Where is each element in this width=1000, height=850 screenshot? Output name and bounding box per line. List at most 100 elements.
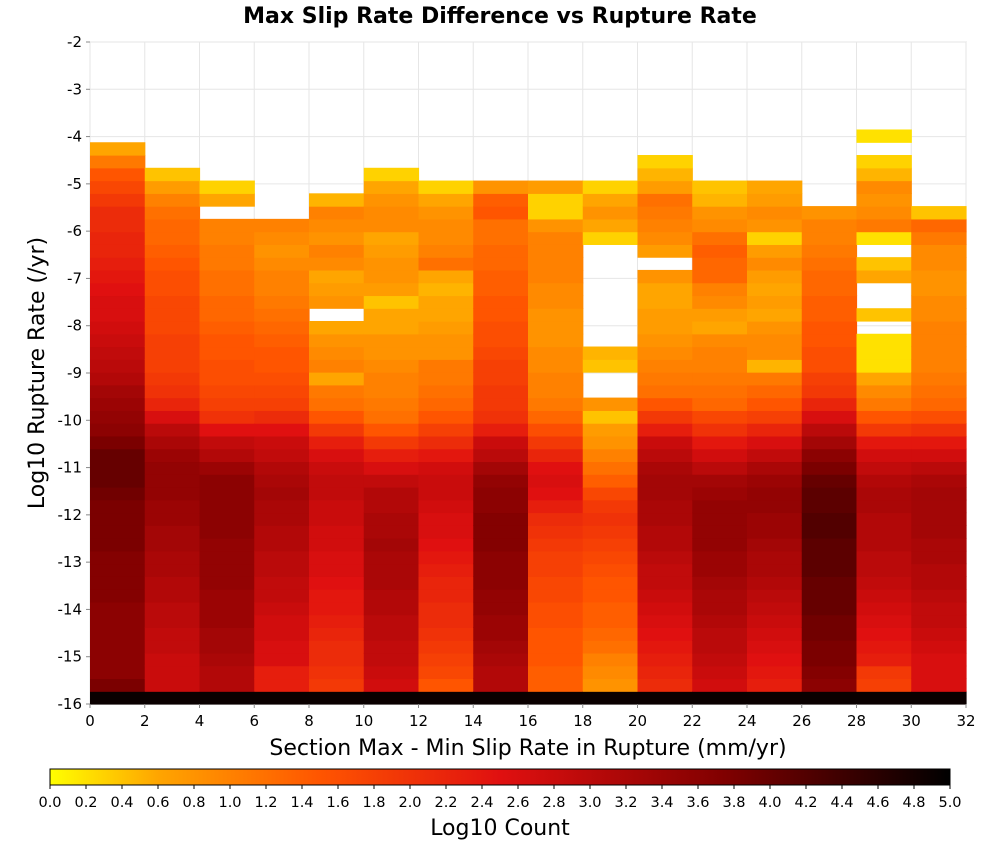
heatmap-cell	[801, 614, 858, 628]
heatmap-cell	[801, 231, 858, 245]
heatmap-cell	[473, 550, 529, 565]
heatmap-cell	[856, 474, 912, 488]
heatmap-cell	[692, 193, 748, 207]
colorbar-tick-label: 1.0	[218, 795, 241, 811]
heatmap-cell	[90, 155, 146, 169]
heatmap-cell	[801, 372, 858, 386]
heatmap-cell	[637, 499, 693, 514]
heatmap-cell	[801, 538, 858, 552]
heatmap-cell	[363, 295, 420, 309]
heatmap-cell	[911, 678, 967, 692]
heatmap-cell	[363, 167, 420, 182]
x-tick-label: 8	[304, 712, 314, 730]
heatmap-cell	[856, 410, 912, 424]
heatmap-cell	[637, 640, 693, 654]
y-axis-label: Log10 Rupture Rate (/yr)	[25, 237, 50, 509]
heatmap-cell	[637, 320, 693, 335]
heatmap-cell	[582, 410, 639, 424]
heatmap-cell	[528, 231, 584, 245]
x-tick-label: 16	[518, 712, 537, 730]
heatmap-cell	[309, 538, 365, 552]
heatmap-cell	[801, 384, 858, 399]
heatmap-cell	[144, 244, 201, 258]
heatmap-cell	[911, 691, 967, 705]
heatmap-cell	[692, 678, 748, 692]
heatmap-cell	[637, 576, 693, 590]
x-tick-label: 30	[902, 712, 921, 730]
heatmap-cell	[418, 538, 474, 552]
heatmap-cell	[309, 320, 365, 335]
x-tick-label: 0	[85, 712, 95, 730]
heatmap-cell	[801, 461, 858, 475]
heatmap-cell	[254, 218, 310, 233]
heatmap-cell	[692, 448, 748, 463]
colorbar-tick-label: 3.2	[614, 795, 637, 811]
heatmap-cell	[363, 678, 420, 692]
heatmap-cell	[90, 640, 146, 654]
heatmap-cell	[856, 550, 912, 565]
heatmap-cell	[473, 512, 529, 526]
heatmap-cell	[418, 282, 474, 297]
heatmap-cell	[528, 410, 584, 424]
heatmap-cell	[692, 640, 748, 654]
heatmap-cell	[418, 640, 474, 654]
heatmap-cell	[90, 397, 146, 411]
heatmap-cell	[473, 589, 529, 603]
heatmap-cell	[801, 601, 858, 616]
heatmap-cell	[911, 576, 967, 590]
heatmap-cell	[473, 180, 529, 194]
heatmap-cell	[747, 499, 803, 514]
heatmap-cell	[747, 627, 803, 641]
heatmap-cell	[747, 665, 803, 680]
heatmap-cell	[309, 410, 365, 424]
heatmap-cell	[528, 461, 584, 475]
heatmap-cell	[856, 627, 912, 641]
heatmap-cell	[582, 589, 639, 603]
heatmap-cell	[363, 550, 420, 565]
heatmap-cell	[144, 346, 201, 360]
heatmap-cell	[473, 665, 529, 680]
heatmap-cell	[418, 231, 474, 245]
heatmap-cell	[911, 346, 967, 360]
heatmap-cell	[856, 193, 912, 207]
heatmap-cell	[254, 550, 310, 565]
heatmap-cell	[582, 691, 639, 705]
heatmap-cell	[856, 665, 912, 680]
heatmap-cell	[363, 206, 420, 220]
heatmap-cell	[144, 486, 201, 501]
heatmap-cell	[856, 206, 912, 220]
heatmap-cell	[856, 678, 912, 692]
heatmap-cell	[856, 601, 912, 616]
colorbar-tick-label: 0.2	[74, 795, 97, 811]
heatmap-cell	[363, 589, 420, 603]
colorbar-tick-label: 2.4	[470, 795, 493, 811]
heatmap-cell	[801, 218, 858, 233]
heatmap-cell	[473, 282, 529, 297]
heatmap-cell	[418, 691, 474, 705]
heatmap-cell	[254, 308, 310, 322]
heatmap-cell	[363, 372, 420, 386]
heatmap-cell	[363, 193, 420, 207]
x-tick-label: 10	[354, 712, 373, 730]
heatmap-cell	[473, 486, 529, 501]
heatmap-cell	[90, 346, 146, 360]
heatmap-cell	[528, 614, 584, 628]
heatmap-cell	[528, 346, 584, 360]
heatmap-cell	[801, 563, 858, 577]
heatmap-cell	[637, 435, 693, 450]
heatmap-cell	[582, 486, 639, 501]
heatmap-cell	[199, 576, 255, 590]
heatmap-cell	[911, 563, 967, 577]
heatmap-cell	[582, 499, 639, 514]
heatmap-cell	[692, 397, 748, 411]
colorbar-tick-label: 2.6	[506, 795, 529, 811]
heatmap-cell	[144, 589, 201, 603]
heatmap-cell	[911, 601, 967, 616]
heatmap-cell	[418, 601, 474, 616]
x-tick-label: 18	[573, 712, 592, 730]
heatmap-cell	[911, 218, 967, 233]
heatmap-cell	[911, 448, 967, 463]
heatmap-cell	[911, 550, 967, 565]
heatmap-cell	[254, 474, 310, 488]
heatmap-cell	[856, 614, 912, 628]
